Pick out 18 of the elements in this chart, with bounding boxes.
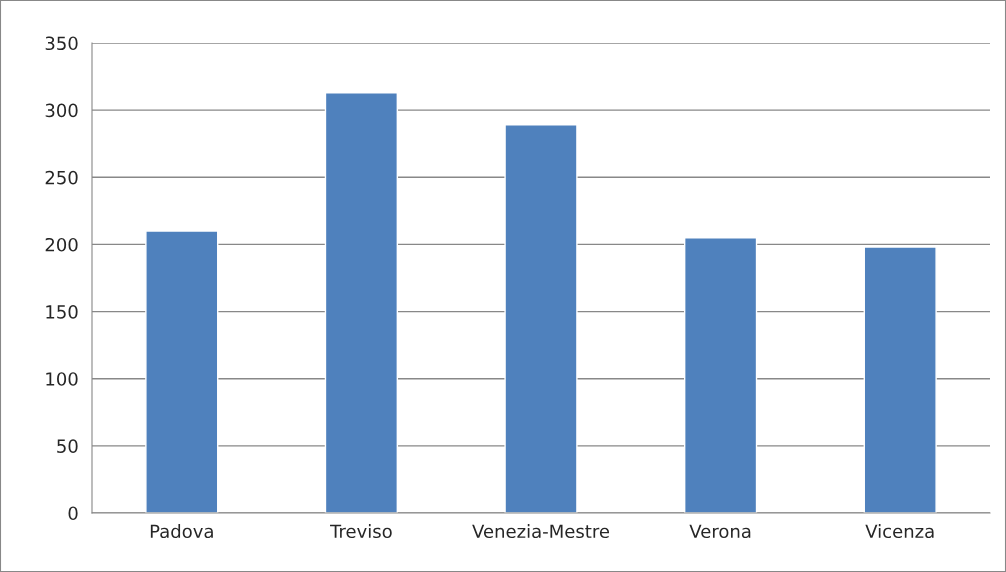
- bar: [863, 246, 937, 513]
- x-tick-label: Verona: [689, 524, 751, 539]
- y-tick-label: 350: [45, 36, 78, 51]
- x-tick-label: Padova: [150, 524, 213, 539]
- y-tick-label: 200: [45, 237, 78, 252]
- y-tick-label: 100: [46, 372, 78, 386]
- bar: [504, 124, 578, 513]
- y-tick-label: 50: [57, 439, 78, 453]
- y-tick-label: 150: [46, 305, 78, 319]
- y-tick-label: 250: [45, 170, 78, 185]
- x-tick-label: Venezia-Mestre: [472, 524, 610, 539]
- bar: [683, 237, 758, 513]
- bar: [145, 230, 219, 513]
- x-tick-label: Treviso: [330, 524, 392, 539]
- y-tick-label: 300: [45, 103, 78, 118]
- x-tick-label: Vicenza: [865, 524, 934, 539]
- y-tick-label: 0: [68, 506, 78, 521]
- bar: [324, 91, 399, 513]
